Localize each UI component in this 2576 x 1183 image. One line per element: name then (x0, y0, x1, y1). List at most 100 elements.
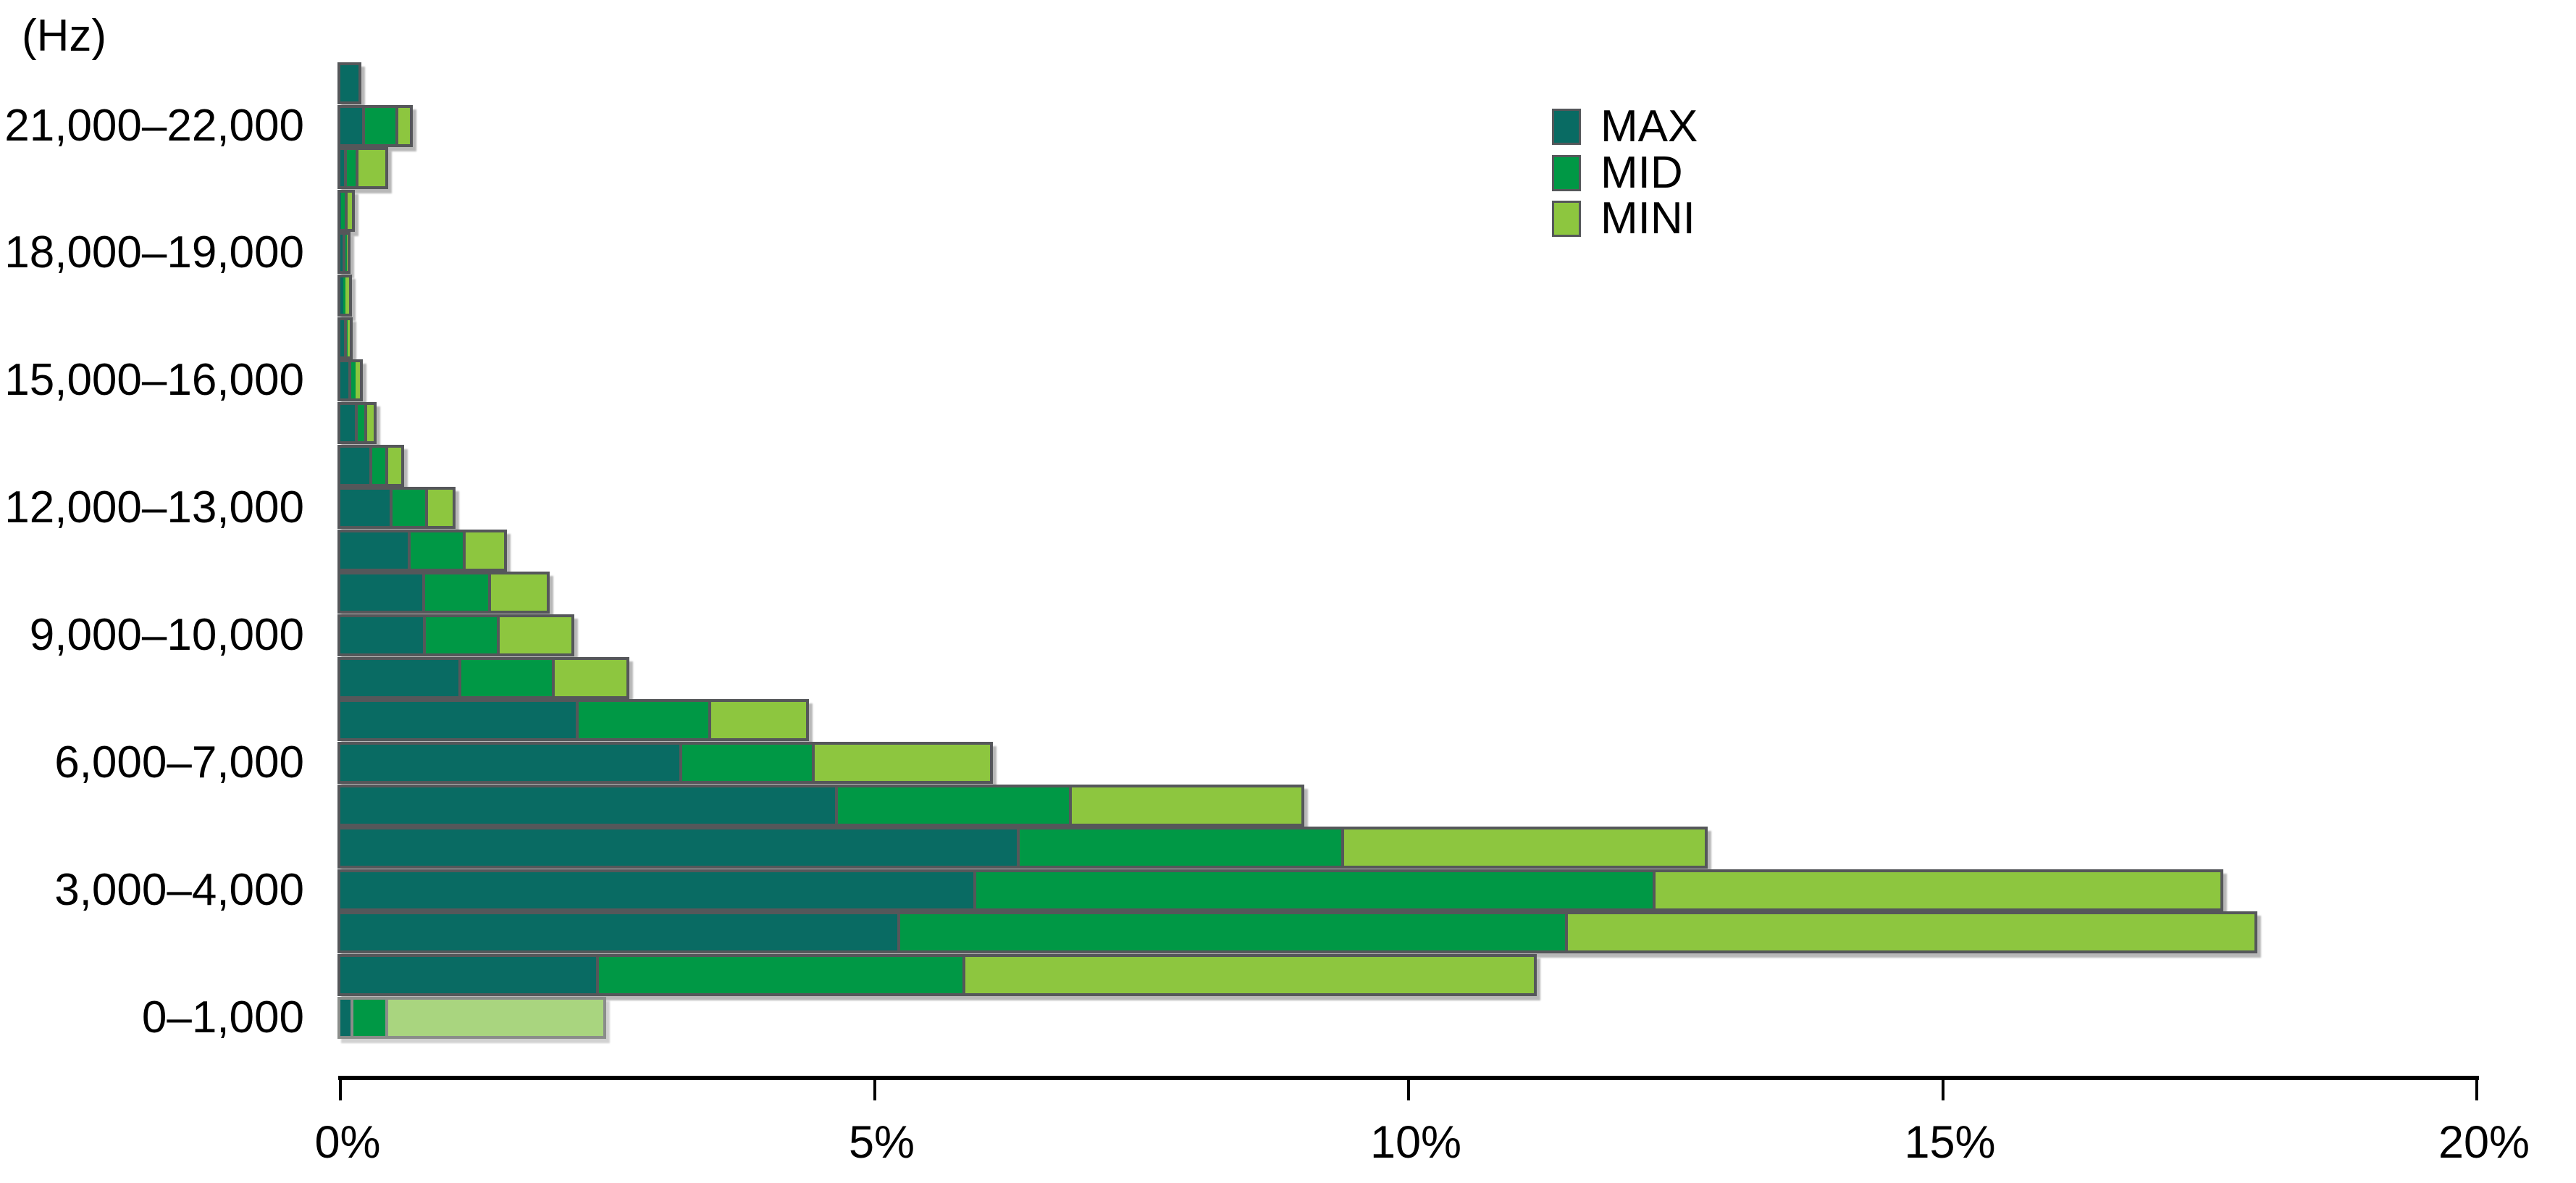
bar-segment-mid (364, 107, 398, 144)
bar-segment-max (340, 362, 351, 399)
x-axis-tick (873, 1076, 876, 1100)
x-axis-tick (339, 1076, 342, 1100)
bar-segment-mini (1567, 914, 2255, 951)
bar-segment-max (340, 871, 976, 908)
y-axis-label: 21,000–22,000 (4, 100, 304, 151)
bar-segment-mid (343, 277, 346, 314)
bar-row (337, 487, 456, 530)
bar-segment-max (340, 914, 900, 951)
bar-segment-max (340, 702, 579, 739)
bar-segment-mid (426, 617, 500, 654)
bar-row (337, 656, 630, 699)
bar-segment-max (340, 957, 599, 994)
bar-segment-max (340, 107, 365, 144)
legend-label-max: MAX (1600, 101, 1698, 151)
bar-segment-mid (357, 404, 367, 441)
bar-row (337, 401, 377, 444)
bar-segment-max (340, 574, 425, 611)
bar-row (337, 275, 352, 317)
bar-row (337, 869, 2223, 911)
bar-row (337, 189, 356, 232)
bar-row (337, 104, 413, 147)
bar-segment-mid (838, 787, 1073, 824)
legend-label-mini: MINI (1600, 193, 1695, 243)
bar-row (337, 147, 388, 190)
bar-row (337, 911, 2258, 954)
bar-segment-max (340, 65, 359, 101)
bar-segment-mini (398, 107, 410, 144)
bar-row (337, 699, 810, 742)
bar-row (337, 827, 1708, 869)
bar-segment-max (340, 404, 358, 441)
bar-segment-max (340, 532, 411, 569)
x-axis-tick (1407, 1076, 1410, 1100)
bar-segment-mini (499, 617, 571, 654)
bar-segment-mini (965, 957, 1534, 994)
bar-segment-mid (346, 319, 348, 356)
bar-segment-mid (424, 574, 491, 611)
x-axis-tick-label: 15% (1904, 1117, 1996, 1168)
bar-segment-max (340, 319, 347, 356)
bar-row (337, 954, 1537, 997)
bar-segment-mini (465, 532, 504, 569)
bar-row (337, 232, 351, 275)
x-axis-tick-label: 0% (314, 1117, 381, 1168)
bar-segment-mini (355, 362, 360, 399)
bar-segment-mini (358, 150, 385, 187)
bar-segment-mid (351, 362, 356, 399)
bar-segment-mid (346, 150, 359, 187)
bar-row (337, 741, 993, 784)
bar-segment-max (340, 617, 426, 654)
bar-segment-mini (346, 235, 348, 272)
bar-row (337, 444, 405, 487)
bar-segment-mini (348, 319, 351, 356)
x-axis-tick (2475, 1076, 2478, 1100)
legend-swatch-max-icon (1552, 109, 1581, 145)
y-axis-label: 9,000–10,000 (29, 610, 304, 661)
bar-segment-mid (976, 871, 1656, 908)
x-axis-tick (1941, 1076, 1944, 1100)
bar-segment-mid (345, 235, 347, 272)
x-axis-tick-label: 5% (848, 1117, 915, 1168)
bar-segment-mini (366, 404, 374, 441)
bar-row (337, 614, 574, 657)
bar-row (337, 784, 1305, 827)
bar-segment-mini (490, 574, 547, 611)
bar-segment-mid (461, 659, 555, 696)
bar-segment-mini (814, 744, 990, 781)
bar-segment-mid (598, 957, 965, 994)
y-axis-label: 0–1,000 (141, 992, 304, 1042)
legend-label-mid: MID (1600, 147, 1683, 198)
bar-segment-max (340, 150, 347, 187)
bar-segment-mini (348, 192, 353, 229)
y-axis-label: 12,000–13,000 (4, 482, 304, 533)
bar-segment-mini (555, 659, 627, 696)
x-axis-tick-label: 20% (2438, 1117, 2530, 1168)
bar-segment-mid (899, 914, 1568, 951)
bar-row (337, 359, 363, 402)
bar-segment-max (340, 659, 461, 696)
bar-segment-max (340, 447, 373, 484)
bar-segment-mid (341, 192, 348, 229)
bar-segment-mid (393, 490, 428, 527)
bar-row (337, 572, 550, 614)
bar-segment-mid (682, 744, 815, 781)
y-axis-label: 18,000–19,000 (4, 227, 304, 278)
bar-segment-mini (710, 702, 807, 739)
bar-segment-mid (353, 999, 389, 1036)
y-axis-label: 3,000–4,000 (54, 864, 304, 915)
bar-segment-mini (1072, 787, 1302, 824)
legend-swatch-mini-icon (1552, 201, 1581, 237)
bar-segment-max (340, 787, 839, 824)
legend-swatch-mid-icon (1552, 154, 1581, 191)
bar-segment-mini (345, 277, 349, 314)
bar-row (337, 317, 353, 359)
bar-segment-mini (388, 447, 402, 484)
bar-segment-max (340, 235, 346, 272)
y-axis-unit-label: (Hz) (22, 11, 107, 61)
y-axis-label: 15,000–16,000 (4, 355, 304, 406)
bar-segment-mid (411, 532, 466, 569)
bar-segment-max (340, 829, 1020, 866)
bar-segment-mini (1655, 871, 2220, 908)
bar-segment-max (340, 277, 344, 314)
